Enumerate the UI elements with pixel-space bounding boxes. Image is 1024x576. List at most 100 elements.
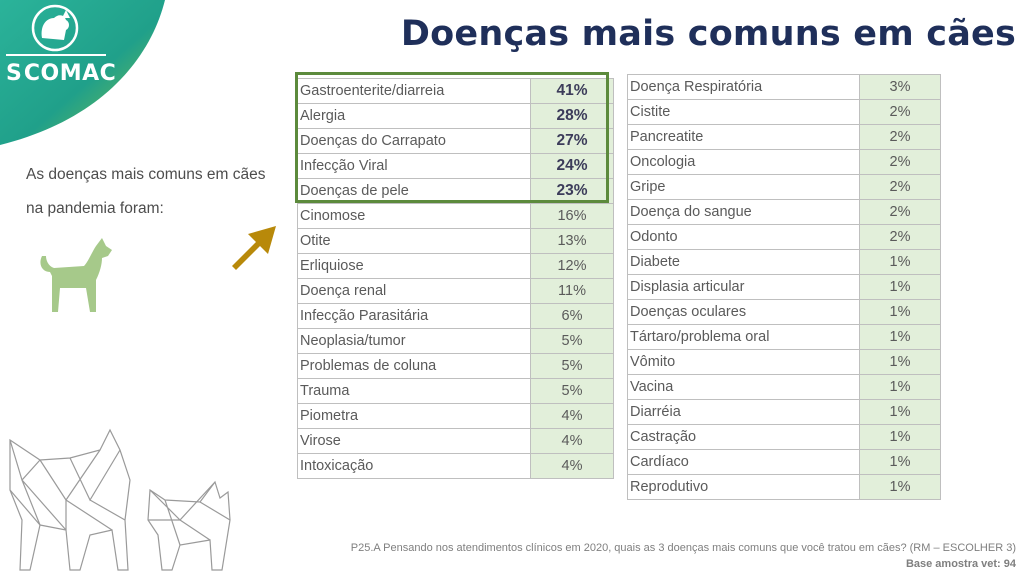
disease-percent: 6% <box>530 303 614 329</box>
table-row: Castração 1% <box>627 424 941 450</box>
disease-percent: 1% <box>859 349 941 375</box>
disease-percent: 2% <box>859 224 941 250</box>
table-row: Intoxicação 4% <box>297 453 614 479</box>
table-row: Doença do sangue 2% <box>627 199 941 225</box>
disease-name: Otite <box>297 228 531 254</box>
table-row: Alergia 28% <box>297 103 614 129</box>
table-row: Otite 13% <box>297 228 614 254</box>
table-row: Tártaro/problema oral 1% <box>627 324 941 350</box>
disease-name: Infecção Viral <box>297 153 531 179</box>
footer-question: P25.A Pensando nos atendimentos clínicos… <box>350 542 1016 554</box>
table-row: Oncologia 2% <box>627 149 941 175</box>
disease-percent: 5% <box>530 353 614 379</box>
polygon-dog-cat-illustration <box>9 428 231 571</box>
disease-percent: 2% <box>859 99 941 125</box>
arrow-up-right-icon <box>232 226 276 270</box>
table-row: Diarréia 1% <box>627 399 941 425</box>
corner-gradient-shape <box>0 0 165 145</box>
diseases-table-left: Gastroenterite/diarreia 41% Alergia 28% Doen… <box>297 78 614 479</box>
disease-name: Doença do sangue <box>627 199 860 225</box>
disease-name: Doenças do Carrapato <box>297 128 531 154</box>
brand-divider <box>6 54 106 56</box>
disease-percent: 12% <box>530 253 614 279</box>
top5-highlight-box <box>295 72 609 203</box>
disease-percent: 4% <box>530 403 614 429</box>
disease-name: Oncologia <box>627 149 860 175</box>
table-row: Doença renal 11% <box>297 278 614 304</box>
disease-percent: 27% <box>530 128 614 154</box>
disease-percent: 3% <box>859 74 941 100</box>
disease-name: Infecção Parasitária <box>297 303 531 329</box>
disease-percent: 2% <box>859 149 941 175</box>
disease-percent: 1% <box>859 399 941 425</box>
table-row: Infecção Viral 24% <box>297 153 614 179</box>
disease-name: Piometra <box>297 403 531 429</box>
disease-percent: 1% <box>859 249 941 275</box>
intro-text: As doenças mais comuns em cães na pandem… <box>26 158 286 226</box>
table-row: Cardíaco 1% <box>627 449 941 475</box>
disease-name: Tártaro/problema oral <box>627 324 860 350</box>
disease-name: Displasia articular <box>627 274 860 300</box>
table-row: Problemas de coluna 5% <box>297 353 614 379</box>
disease-percent: 1% <box>859 274 941 300</box>
table-row: Cistite 2% <box>627 99 941 125</box>
dog-cat-logo-icon <box>31 4 79 52</box>
disease-percent: 2% <box>859 199 941 225</box>
disease-name: Erliquiose <box>297 253 531 279</box>
disease-name: Intoxicação <box>297 453 531 479</box>
disease-name: Diabete <box>627 249 860 275</box>
disease-percent: 5% <box>530 378 614 404</box>
disease-name: Gripe <box>627 174 860 200</box>
disease-percent: 5% <box>530 328 614 354</box>
table-row: Doenças do Carrapato 27% <box>297 128 614 154</box>
disease-percent: 28% <box>530 103 614 129</box>
table-row: Neoplasia/tumor 5% <box>297 328 614 354</box>
disease-name: Virose <box>297 428 531 454</box>
table-row: Infecção Parasitária 6% <box>297 303 614 329</box>
disease-percent: 2% <box>859 174 941 200</box>
disease-percent: 1% <box>859 474 941 500</box>
disease-percent: 1% <box>859 299 941 325</box>
disease-percent: 11% <box>530 278 614 304</box>
disease-name: Problemas de coluna <box>297 353 531 379</box>
disease-name: Alergia <box>297 103 531 129</box>
disease-name: Doenças oculares <box>627 299 860 325</box>
table-row: Diabete 1% <box>627 249 941 275</box>
table-row: Virose 4% <box>297 428 614 454</box>
table-row: Reprodutivo 1% <box>627 474 941 500</box>
table-row: Vacina 1% <box>627 374 941 400</box>
table-row: Gripe 2% <box>627 174 941 200</box>
brand-name: COMAC <box>23 60 117 86</box>
disease-name: Doenças de pele <box>297 178 531 204</box>
disease-percent: 1% <box>859 324 941 350</box>
disease-percent: 2% <box>859 124 941 150</box>
disease-percent: 1% <box>859 424 941 450</box>
diseases-table-right: Doença Respiratória 3% Cistite 2% Pancreatit… <box>627 74 941 500</box>
table-row: Erliquiose 12% <box>297 253 614 279</box>
brand-mark: S <box>6 60 22 86</box>
disease-name: Diarréia <box>627 399 860 425</box>
table-row: Odonto 2% <box>627 224 941 250</box>
table-row: Cinomose 16% <box>297 203 614 229</box>
disease-percent: 23% <box>530 178 614 204</box>
brand-corner: S COMAC <box>0 0 165 145</box>
table-row: Doenças de pele 23% <box>297 178 614 204</box>
table-row: Piometra 4% <box>297 403 614 429</box>
disease-percent: 13% <box>530 228 614 254</box>
disease-name: Reprodutivo <box>627 474 860 500</box>
disease-percent: 4% <box>530 453 614 479</box>
disease-name: Odonto <box>627 224 860 250</box>
brand-logo: S COMAC <box>6 58 116 88</box>
footer-base: Base amostra vet: 94 <box>905 558 1016 570</box>
disease-percent: 1% <box>859 374 941 400</box>
disease-name: Cardíaco <box>627 449 860 475</box>
table-row: Displasia articular 1% <box>627 274 941 300</box>
table-row: Doenças oculares 1% <box>627 299 941 325</box>
disease-percent: 24% <box>530 153 614 179</box>
page-title: Doenças mais comuns em cães <box>400 14 1016 54</box>
table-row: Vômito 1% <box>627 349 941 375</box>
disease-percent: 16% <box>530 203 614 229</box>
disease-percent: 41% <box>530 78 614 104</box>
disease-name: Vômito <box>627 349 860 375</box>
disease-name: Trauma <box>297 378 531 404</box>
